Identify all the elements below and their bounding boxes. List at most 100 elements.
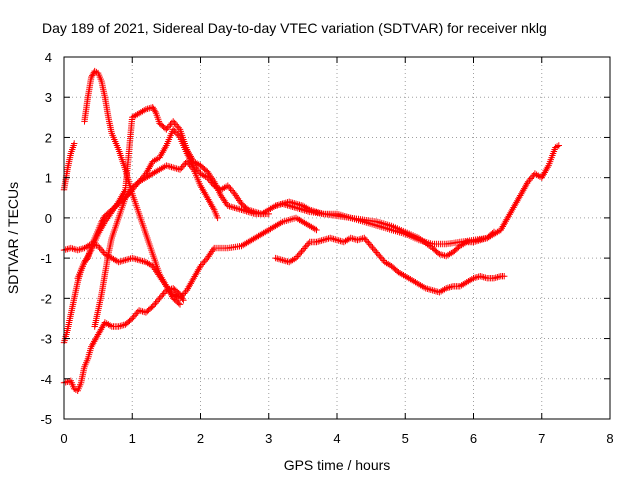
data-point <box>518 180 531 197</box>
series-track-4 <box>60 158 221 346</box>
data-point <box>204 168 217 184</box>
data-points <box>60 67 562 394</box>
data-point <box>149 167 161 177</box>
data-point <box>211 178 224 198</box>
data-point <box>265 203 278 213</box>
data-point <box>129 308 141 322</box>
data-point <box>91 309 101 330</box>
data-point <box>142 258 155 269</box>
data-point <box>122 116 136 193</box>
data-point <box>71 140 78 147</box>
data-point <box>183 146 196 164</box>
y-tick-label: 3 <box>45 90 52 105</box>
data-point <box>415 281 428 291</box>
data-point <box>217 192 230 208</box>
data-point <box>129 179 141 191</box>
y-axis-label: SDTVAR / TECUs <box>5 182 21 294</box>
data-point <box>88 232 101 254</box>
data-point <box>142 160 155 177</box>
data-point <box>94 220 108 238</box>
data-point <box>64 313 74 334</box>
series-track-7 <box>74 104 562 282</box>
data-point <box>170 126 182 139</box>
data-point <box>231 190 244 206</box>
data-point <box>340 235 353 246</box>
data-point <box>197 182 210 200</box>
data-point <box>180 297 187 304</box>
data-point <box>183 276 196 294</box>
data-point <box>149 263 162 278</box>
data-point <box>552 143 561 151</box>
series-track-1 <box>60 140 78 193</box>
data-point <box>170 285 182 297</box>
data-point <box>156 144 169 161</box>
data-point <box>333 210 352 221</box>
data-point <box>108 130 121 151</box>
data-point <box>531 170 544 180</box>
axis-ticks <box>63 56 611 420</box>
data-point <box>94 242 107 256</box>
data-point <box>217 183 230 193</box>
data-point <box>122 186 135 201</box>
data-point <box>81 96 91 125</box>
data-point <box>224 243 243 252</box>
data-point <box>484 230 496 242</box>
data-point <box>449 244 462 256</box>
data-point <box>115 196 128 222</box>
data-point <box>94 69 104 83</box>
data-point <box>122 316 135 328</box>
data-point <box>152 110 163 125</box>
data-point <box>142 304 155 316</box>
data-point <box>361 234 373 248</box>
data-point <box>299 240 312 254</box>
data-point <box>149 155 161 165</box>
y-tick-label: 4 <box>45 50 52 65</box>
data-point <box>388 263 401 275</box>
data-point <box>501 273 508 280</box>
data-point <box>183 158 196 172</box>
data-point <box>67 377 77 390</box>
data-point <box>84 75 95 101</box>
x-tick-label: 1 <box>129 431 136 446</box>
data-point <box>497 216 510 234</box>
series-track-6 <box>91 126 272 330</box>
data-point <box>101 210 114 226</box>
data-point <box>60 168 71 193</box>
data-point <box>545 146 558 169</box>
data-point <box>306 208 325 217</box>
data-point <box>129 190 142 216</box>
y-tick-label: -2 <box>40 291 52 306</box>
data-point <box>81 357 91 370</box>
data-point <box>238 235 257 250</box>
data-point <box>176 301 184 308</box>
data-point <box>497 273 506 280</box>
data-point <box>74 381 84 394</box>
x-tick-label: 3 <box>265 431 272 446</box>
x-tick-label: 5 <box>402 431 409 446</box>
data-point <box>251 227 271 242</box>
data-point <box>105 236 115 258</box>
data-point <box>67 297 77 318</box>
data-point <box>190 162 203 176</box>
data-point <box>456 280 469 290</box>
y-tick-label: 0 <box>45 211 52 226</box>
x-tick-label: 6 <box>470 431 477 446</box>
data-point <box>197 256 210 270</box>
data-point <box>67 142 77 157</box>
data-point <box>149 104 159 115</box>
data-point <box>347 214 366 223</box>
x-tick-labels: 0 1 2 3 4 5 6 7 8 <box>60 431 613 446</box>
data-point <box>490 228 498 236</box>
data-point <box>60 329 70 346</box>
data-point <box>108 216 122 242</box>
data-point <box>156 288 169 302</box>
data-point <box>98 273 108 298</box>
data-point <box>77 365 88 386</box>
x-tick-label: 2 <box>197 431 204 446</box>
data-point <box>142 171 155 181</box>
data-point <box>443 249 455 260</box>
data-point <box>429 244 442 257</box>
data-point <box>204 194 217 212</box>
chart-title: Day 189 of 2021, Sidereal Day-to-day VTE… <box>42 20 547 36</box>
